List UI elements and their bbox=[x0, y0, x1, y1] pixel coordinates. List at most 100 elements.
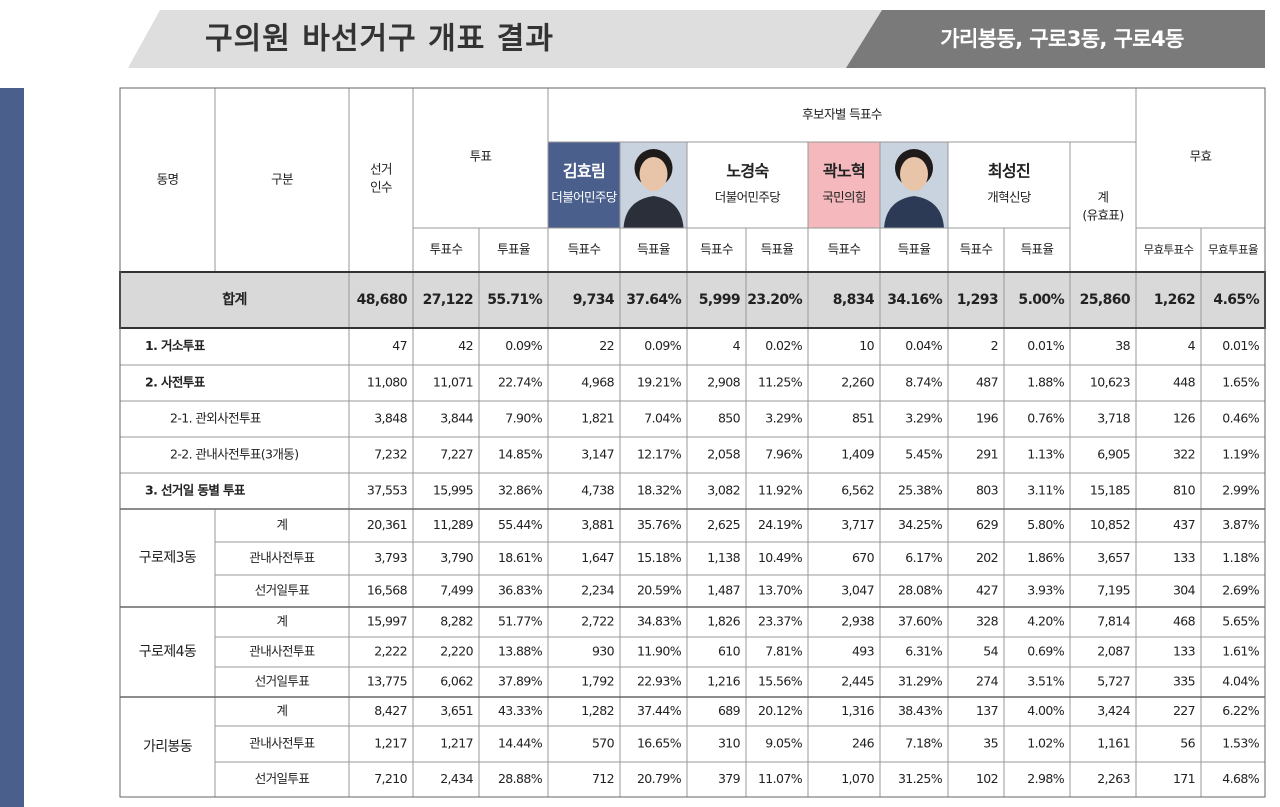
cell bbox=[547, 541, 621, 576]
cell bbox=[1069, 364, 1137, 402]
cell-text: 1.19% bbox=[1222, 447, 1259, 462]
cell-text: 328 bbox=[976, 614, 999, 629]
cell bbox=[619, 666, 688, 698]
cell bbox=[619, 725, 688, 763]
cell-text: 54 bbox=[983, 644, 998, 659]
cell bbox=[1135, 574, 1202, 608]
cell-text: 11,080 bbox=[367, 375, 408, 390]
region-banner bbox=[846, 10, 1265, 68]
cell-text: 1,217 bbox=[440, 736, 473, 751]
cell-text: 15,185 bbox=[1090, 483, 1130, 498]
cell-text: 인수 bbox=[370, 180, 392, 195]
cell-text: 31.25% bbox=[898, 771, 943, 786]
cell-text: 13.70% bbox=[758, 583, 803, 598]
cell bbox=[619, 400, 688, 438]
cell-text: 4.00% bbox=[1027, 703, 1064, 718]
cell bbox=[686, 761, 747, 798]
cell-text: 동명 bbox=[157, 172, 179, 187]
cell bbox=[1135, 400, 1202, 438]
cell-text: 55.71% bbox=[487, 292, 542, 308]
cell-text: 55.44% bbox=[498, 517, 543, 532]
cell-text: 8,834 bbox=[833, 292, 875, 308]
cell-text: 1,262 bbox=[1154, 292, 1195, 308]
cell-text: 27,122 bbox=[423, 292, 473, 308]
cell-text: 2-2. 관내사전투표(3개동) bbox=[170, 447, 298, 462]
cell-text: 810 bbox=[1173, 483, 1196, 498]
cell bbox=[214, 666, 350, 698]
cell bbox=[412, 666, 480, 698]
cell-text: 3,790 bbox=[440, 550, 473, 565]
cell-text: 19.21% bbox=[637, 375, 682, 390]
cell-text: 2.69% bbox=[1222, 583, 1259, 598]
cell bbox=[547, 227, 621, 273]
cell bbox=[1069, 400, 1137, 438]
cell bbox=[745, 271, 809, 329]
cell-text: 468 bbox=[1173, 614, 1196, 629]
cell-text: 투표수 bbox=[430, 242, 463, 257]
cell-text: 4.65% bbox=[1213, 292, 1259, 308]
cell-text: 335 bbox=[1173, 674, 1195, 689]
cell-text: 1.88% bbox=[1027, 375, 1064, 390]
cell bbox=[348, 666, 414, 698]
cell-text: 930 bbox=[592, 644, 615, 659]
cell-text: 2,434 bbox=[440, 771, 473, 786]
cell-text: 43.33% bbox=[498, 703, 543, 718]
cell-text: 32.86% bbox=[498, 483, 543, 498]
cell-text: 1,821 bbox=[581, 411, 614, 426]
cell-text: 4 bbox=[733, 338, 741, 353]
cell-text: 712 bbox=[592, 771, 614, 786]
cell bbox=[478, 761, 549, 798]
cell bbox=[947, 666, 1005, 698]
cell-text: 37.44% bbox=[637, 703, 682, 718]
cell bbox=[1135, 472, 1202, 510]
cell bbox=[686, 541, 747, 576]
cell bbox=[412, 327, 480, 366]
cell-text: 10,852 bbox=[1090, 517, 1130, 532]
cell bbox=[1135, 725, 1202, 763]
cell bbox=[947, 141, 1071, 229]
cell-text: 24.19% bbox=[758, 517, 803, 532]
cell bbox=[1069, 541, 1137, 576]
cell bbox=[348, 761, 414, 798]
cell-text: 득표율 bbox=[637, 242, 670, 257]
cell-text: 7.04% bbox=[644, 411, 681, 426]
cell-text: 1,792 bbox=[581, 674, 614, 689]
cell-text: 국민의힘 bbox=[822, 190, 866, 205]
cell-text: 1.18% bbox=[1222, 550, 1259, 565]
cell-text: 15.56% bbox=[758, 674, 803, 689]
cell bbox=[547, 472, 621, 510]
cell-text: 5,999 bbox=[699, 292, 740, 308]
cell-text: 610 bbox=[718, 644, 741, 659]
cell bbox=[879, 696, 949, 727]
cell-text: 20.59% bbox=[637, 583, 682, 598]
cell-text: 570 bbox=[592, 736, 615, 751]
cell bbox=[412, 436, 480, 474]
cell-text: 25,860 bbox=[1080, 292, 1131, 308]
cell bbox=[412, 87, 549, 229]
cell-text: 36.83% bbox=[498, 583, 543, 598]
cell bbox=[412, 696, 480, 727]
cell bbox=[1069, 508, 1137, 543]
cell-text: 투표율 bbox=[497, 242, 530, 257]
cell-text: 133 bbox=[1173, 644, 1195, 659]
cell-text: 5.45% bbox=[905, 447, 942, 462]
cell-text: 9.05% bbox=[765, 736, 802, 751]
cell-text: 3,844 bbox=[440, 411, 473, 426]
cell-text: 1,316 bbox=[841, 703, 874, 718]
cell bbox=[1003, 227, 1071, 273]
cell bbox=[214, 574, 350, 608]
cell bbox=[547, 666, 621, 698]
cell bbox=[619, 327, 688, 366]
table-border bbox=[119, 87, 1266, 798]
cell bbox=[348, 696, 414, 727]
cell bbox=[348, 364, 414, 402]
cell-text: 22 bbox=[599, 338, 614, 353]
cell-text: 1,217 bbox=[374, 736, 407, 751]
cell-text: 3.51% bbox=[1027, 674, 1064, 689]
cell-text: 6.31% bbox=[905, 644, 942, 659]
cell bbox=[879, 574, 949, 608]
cell-text: 12.17% bbox=[637, 447, 682, 462]
region: 가리봉동, 구로3동, 구로4동 bbox=[940, 27, 1184, 51]
cell-text: 투표 bbox=[470, 149, 492, 164]
